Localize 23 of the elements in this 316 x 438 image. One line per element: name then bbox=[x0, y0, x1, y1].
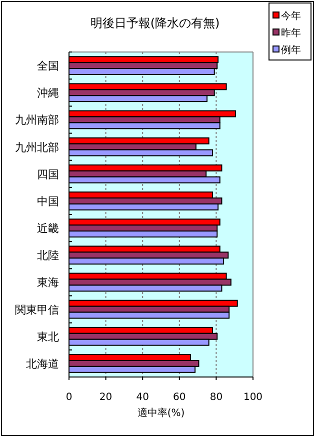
x-tick-label: 40 bbox=[136, 392, 149, 403]
x-tick-label: 20 bbox=[99, 392, 112, 403]
chart-title: 明後日予報(降水の有無) bbox=[90, 16, 220, 30]
y-tick-label: 東北 bbox=[37, 330, 59, 344]
y-tick-label: 九州北部 bbox=[15, 140, 59, 154]
y-tick-label: 近畿 bbox=[37, 222, 59, 236]
y-tick-label: 東海 bbox=[37, 276, 59, 290]
y-tick-label: 関東甲信 bbox=[15, 303, 59, 316]
y-tick-label: 全国 bbox=[37, 60, 59, 73]
y-tick-label: 九州南部 bbox=[15, 114, 59, 127]
y-tick-label: 北陸 bbox=[37, 249, 59, 262]
y-tick-label: 中国 bbox=[37, 194, 59, 208]
x-tick-label: 60 bbox=[173, 392, 186, 403]
y-tick-label: 四国 bbox=[37, 168, 59, 181]
legend-label: 例年 bbox=[281, 44, 301, 56]
legend-label: 昨年 bbox=[281, 27, 301, 39]
x-axis-title: 適中率(%) bbox=[137, 407, 185, 419]
y-tick-label: 沖縄 bbox=[37, 86, 59, 100]
y-tick-label: 北海道 bbox=[26, 357, 59, 370]
x-tick-label: 100 bbox=[243, 392, 263, 403]
x-tick-label: 0 bbox=[66, 392, 72, 403]
legend-label: 今年 bbox=[281, 10, 301, 22]
x-tick-label: 80 bbox=[210, 392, 223, 403]
